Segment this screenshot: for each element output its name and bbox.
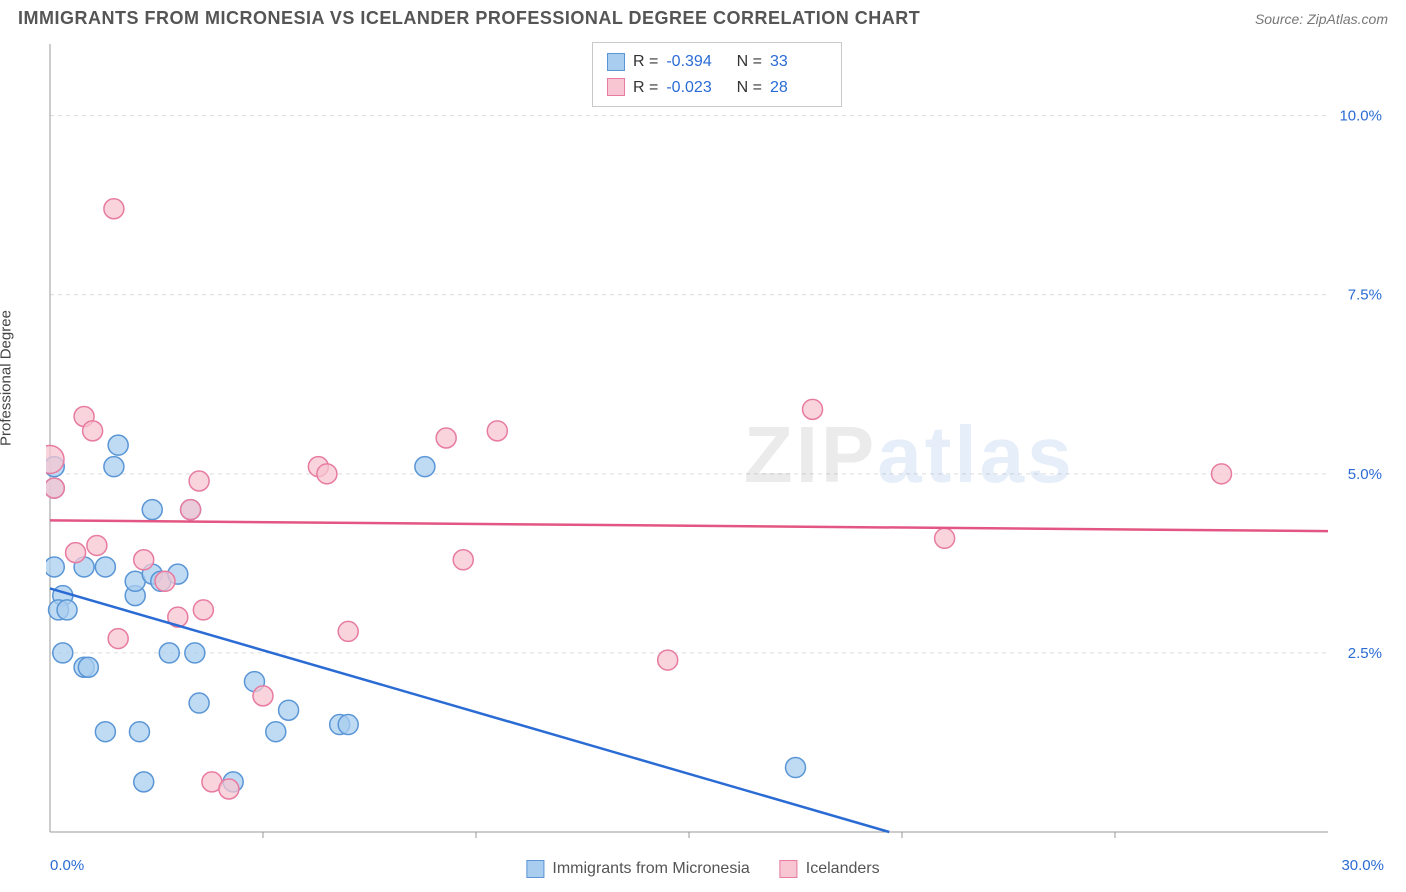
legend-swatch-icelanders (780, 860, 798, 878)
data-point-icelanders (46, 478, 64, 498)
data-point-micronesia (108, 435, 128, 455)
data-point-icelanders (658, 650, 678, 670)
n-label: N = (737, 75, 762, 101)
y-tick-label: 7.5% (1348, 287, 1382, 304)
legend-stats-row-1: R = -0.394 N = 33 (607, 49, 827, 75)
data-point-icelanders (219, 779, 239, 799)
data-point-icelanders (317, 464, 337, 484)
data-point-icelanders (108, 629, 128, 649)
data-point-icelanders (134, 550, 154, 570)
data-point-micronesia (142, 500, 162, 520)
legend-swatch-icelanders (607, 78, 625, 96)
data-point-micronesia (46, 557, 64, 577)
legend-swatch-micronesia (607, 53, 625, 71)
data-point-icelanders (803, 399, 823, 419)
r-label: R = (633, 49, 658, 75)
chart-area: 2.5%5.0%7.5%10.0% ZIPatlas R = -0.394 N … (46, 40, 1388, 842)
r-label: R = (633, 75, 658, 101)
data-point-icelanders (436, 428, 456, 448)
data-point-micronesia (185, 643, 205, 663)
legend-item-icelanders: Icelanders (780, 860, 880, 878)
data-point-micronesia (279, 700, 299, 720)
data-point-micronesia (189, 693, 209, 713)
data-point-icelanders (453, 550, 473, 570)
data-point-micronesia (338, 715, 358, 735)
data-point-icelanders (1212, 464, 1232, 484)
chart-header: IMMIGRANTS FROM MICRONESIA VS ICELANDER … (0, 0, 1406, 33)
data-point-micronesia (95, 722, 115, 742)
data-point-micronesia (266, 722, 286, 742)
data-point-icelanders (193, 600, 213, 620)
n-value: 28 (770, 75, 788, 101)
x-tick-min: 0.0% (50, 857, 84, 874)
x-tick-max: 30.0% (1341, 857, 1384, 874)
y-tick-label: 2.5% (1348, 645, 1382, 662)
source-prefix: Source: (1255, 11, 1307, 27)
data-point-icelanders (253, 686, 273, 706)
data-point-icelanders (189, 471, 209, 491)
data-point-icelanders (83, 421, 103, 441)
data-point-micronesia (57, 600, 77, 620)
data-point-micronesia (129, 722, 149, 742)
y-tick-label: 10.0% (1339, 108, 1382, 125)
data-point-micronesia (415, 457, 435, 477)
data-point-icelanders (104, 199, 124, 219)
data-point-icelanders (935, 528, 955, 548)
legend-item-micronesia: Immigrants from Micronesia (526, 860, 749, 878)
data-point-icelanders (87, 535, 107, 555)
y-tick-label: 5.0% (1348, 466, 1382, 483)
y-axis-label: Professional Degree (0, 310, 15, 446)
regression-line-icelanders (50, 520, 1328, 531)
data-point-micronesia (78, 657, 98, 677)
legend-label: Icelanders (806, 860, 880, 878)
legend-series: Immigrants from Micronesia Icelanders (526, 860, 879, 878)
data-point-icelanders (487, 421, 507, 441)
data-point-icelanders (338, 621, 358, 641)
n-value: 33 (770, 49, 788, 75)
legend-stats-row-2: R = -0.023 N = 28 (607, 75, 827, 101)
data-point-micronesia (134, 772, 154, 792)
data-point-micronesia (95, 557, 115, 577)
legend-stats: R = -0.394 N = 33 R = -0.023 N = 28 (592, 42, 842, 107)
data-point-icelanders (66, 543, 86, 563)
source-name: ZipAtlas.com (1307, 11, 1388, 27)
legend-label: Immigrants from Micronesia (552, 860, 749, 878)
n-label: N = (737, 49, 762, 75)
r-value: -0.394 (666, 49, 711, 75)
legend-swatch-micronesia (526, 860, 544, 878)
chart-source: Source: ZipAtlas.com (1255, 11, 1388, 27)
data-point-icelanders (155, 571, 175, 591)
scatter-plot: 2.5% 5.0% 7.5% 10.0% (46, 40, 1388, 842)
data-point-micronesia (104, 457, 124, 477)
chart-title: IMMIGRANTS FROM MICRONESIA VS ICELANDER … (18, 8, 920, 29)
r-value: -0.023 (666, 75, 711, 101)
regression-line-micronesia (50, 588, 889, 832)
data-point-icelanders (181, 500, 201, 520)
data-point-micronesia (53, 643, 73, 663)
data-point-micronesia (159, 643, 179, 663)
data-point-micronesia (786, 758, 806, 778)
